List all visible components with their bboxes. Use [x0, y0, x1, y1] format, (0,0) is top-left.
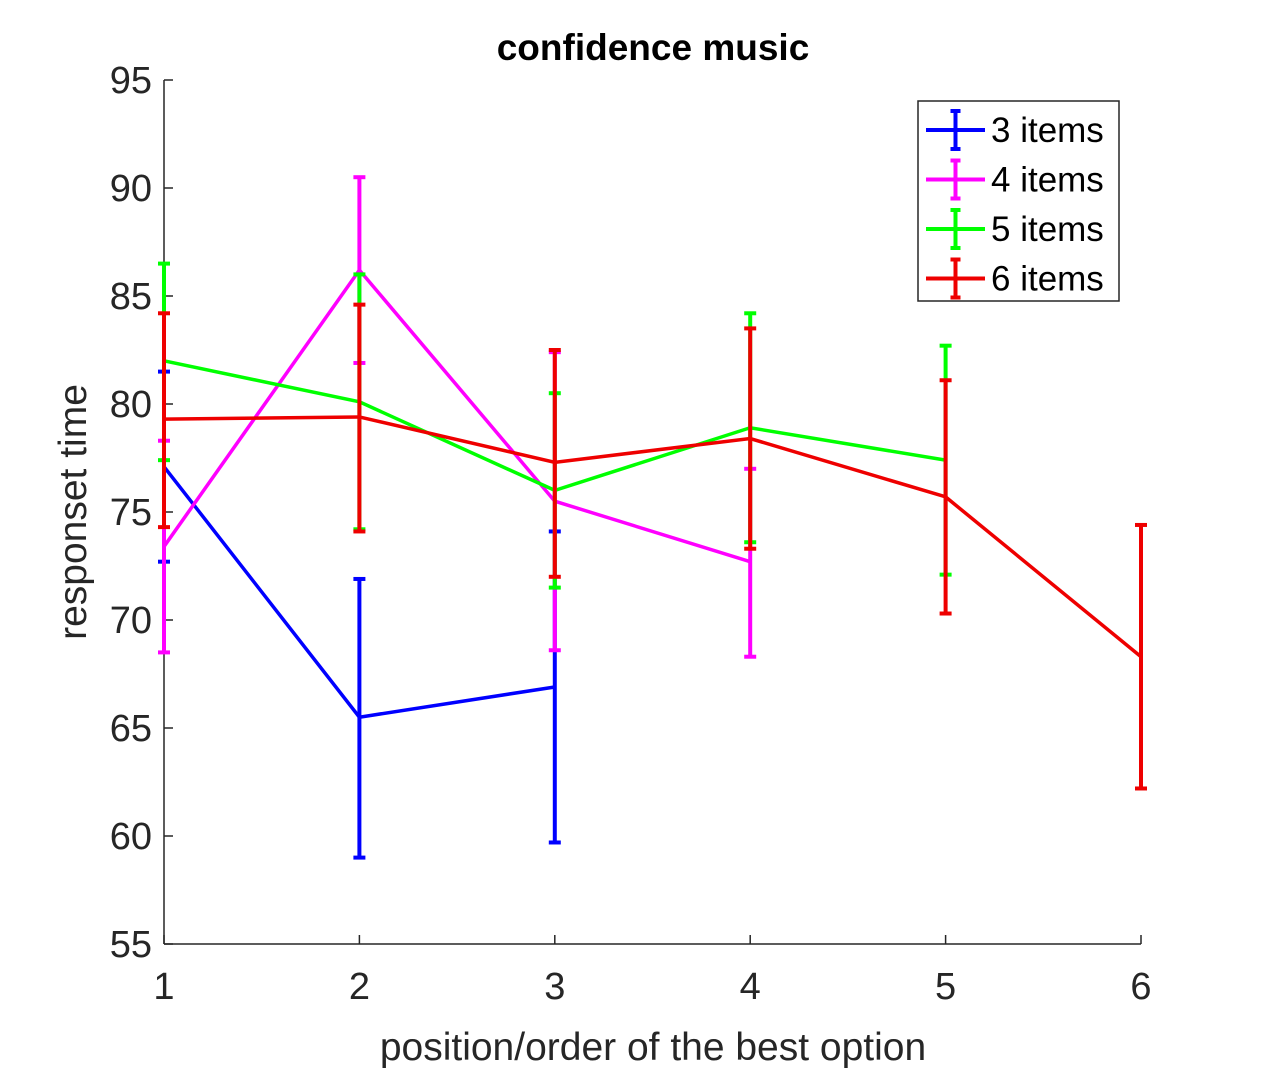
legend-label: 3 items [991, 111, 1104, 150]
series-layer [158, 175, 1147, 860]
y-axis-label: responset time [52, 384, 95, 640]
series-line [162, 267, 751, 564]
legend-label: 6 items [991, 260, 1104, 299]
x-tick-label: 3 [544, 966, 565, 1008]
chart-title: confidence music [497, 27, 810, 68]
y-tick-label: 60 [110, 816, 152, 858]
y-tick-label: 85 [110, 276, 152, 318]
series-line [162, 465, 556, 720]
x-tick-label: 2 [349, 966, 370, 1008]
y-tick-label: 70 [110, 600, 152, 642]
y-tick-label: 55 [110, 924, 152, 966]
legend-entry: 5 items [926, 208, 1104, 250]
x-tick-label: 4 [740, 966, 761, 1008]
legend-entry: 3 items [926, 109, 1104, 151]
series-line [163, 415, 1143, 659]
y-tick-label: 80 [110, 384, 152, 426]
x-axis-label: position/order of the best option [380, 1026, 926, 1069]
y-tick-label: 90 [110, 168, 152, 210]
y-tick-label: 95 [110, 60, 152, 102]
series-4 [158, 302, 1147, 791]
legend: 3 items 4 items 5 items 6 items [917, 100, 1120, 302]
y-tick-label: 75 [110, 492, 152, 534]
x-tick-label: 1 [153, 966, 174, 1008]
x-tick-label: 5 [935, 966, 956, 1008]
legend-label: 5 items [991, 210, 1104, 249]
x-tick-label: 6 [1130, 966, 1151, 1008]
legend-entry: 6 items [926, 257, 1104, 300]
y-tick-label: 65 [110, 708, 152, 750]
axes: 1 2 3 4 5 6 55 60 65 70 75 80 85 90 95 [110, 60, 1152, 1008]
legend-label: 4 items [991, 161, 1104, 200]
legend-box [917, 100, 1120, 302]
legend-entry: 4 items [926, 158, 1104, 201]
